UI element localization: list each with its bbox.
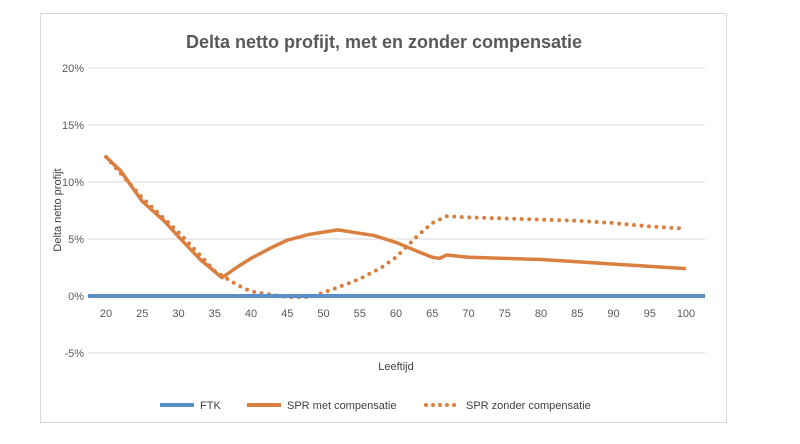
y-tick-label: 5% [68,234,84,246]
x-tick-label: 20 [100,308,112,320]
x-tick-label: 100 [677,308,695,320]
y-tick-label: 10% [62,177,84,189]
x-tick-label: 45 [281,308,293,320]
x-tick-label: 30 [172,308,184,320]
x-tick-label: 60 [390,308,402,320]
x-tick-label: 40 [245,308,257,320]
series-line-1 [104,155,687,280]
chart-title: Delta netto profijt, met en zonder compe… [186,32,582,52]
series-line-2 [104,154,688,300]
legend-label: FTK [200,400,221,412]
x-tick-label: 35 [209,308,221,320]
x-axis-label: Leeftijd [378,361,413,373]
x-tick-label: 70 [462,308,474,320]
y-axis-label: Delta netto profijt [52,168,64,251]
y-tick-label: 0% [68,291,84,303]
y-tick-label: 15% [62,120,84,132]
x-tick-label: 50 [317,308,329,320]
x-tick-label: 90 [607,308,619,320]
x-tick-label: 80 [535,308,547,320]
y-tick-label: 20% [62,63,84,75]
x-tick-label: 95 [644,308,656,320]
y-tick-label: -5% [64,348,84,360]
x-tick-label: 25 [136,308,148,320]
x-tick-label: 65 [426,308,438,320]
x-tick-label: 85 [571,308,583,320]
x-tick-label: 75 [499,308,511,320]
chart-frame [40,13,727,423]
x-tick-label: 55 [354,308,366,320]
legend-label: SPR met compensatie [287,400,396,412]
legend-label: SPR zonder compensatie [466,400,591,412]
